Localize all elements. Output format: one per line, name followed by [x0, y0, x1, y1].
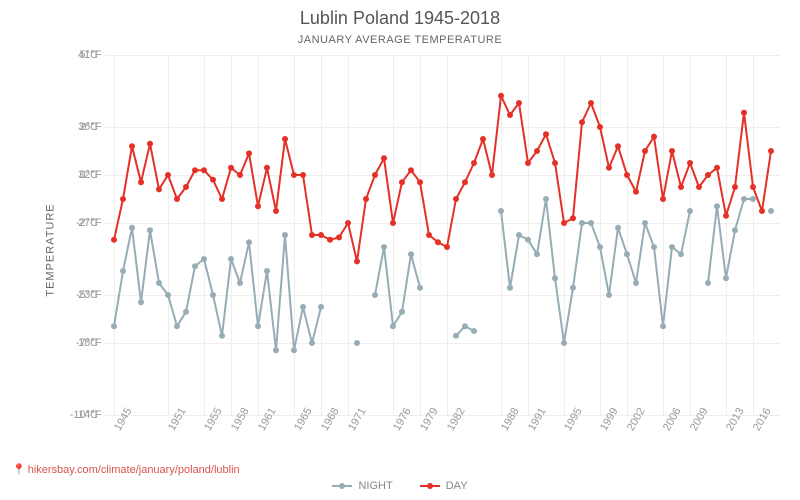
legend-item-night: NIGHT [332, 480, 392, 492]
legend-marker-day [420, 485, 440, 487]
y-tick-fahrenheit: 14°F [78, 409, 118, 421]
y-tick-fahrenheit: 23°F [78, 289, 118, 301]
legend-label-night: NIGHT [358, 480, 392, 492]
legend: NIGHT DAY [0, 478, 800, 492]
y-axis-label: TEMPERATURE [45, 203, 57, 296]
pin-icon: 📍 [12, 464, 26, 476]
y-tick-fahrenheit: 36°F [78, 121, 118, 133]
legend-item-day: DAY [420, 480, 468, 492]
legend-label-day: DAY [446, 480, 468, 492]
y-tick-fahrenheit: 41°F [78, 49, 118, 61]
chart-lines [105, 55, 780, 415]
attribution: 📍hikersbay.com/climate/january/poland/lu… [12, 463, 240, 476]
legend-marker-night [332, 485, 352, 487]
chart-container: Lublin Poland 1945-2018 JANUARY AVERAGE … [0, 0, 800, 500]
chart-title: Lublin Poland 1945-2018 [0, 8, 800, 29]
attribution-text: hikersbay.com/climate/january/poland/lub… [28, 464, 240, 476]
y-tick-fahrenheit: 27°F [78, 217, 118, 229]
chart-subtitle: JANUARY AVERAGE TEMPERATURE [0, 34, 800, 46]
y-tick-fahrenheit: 32°F [78, 169, 118, 181]
plot-area [105, 55, 780, 415]
y-tick-fahrenheit: 18°F [78, 337, 118, 349]
